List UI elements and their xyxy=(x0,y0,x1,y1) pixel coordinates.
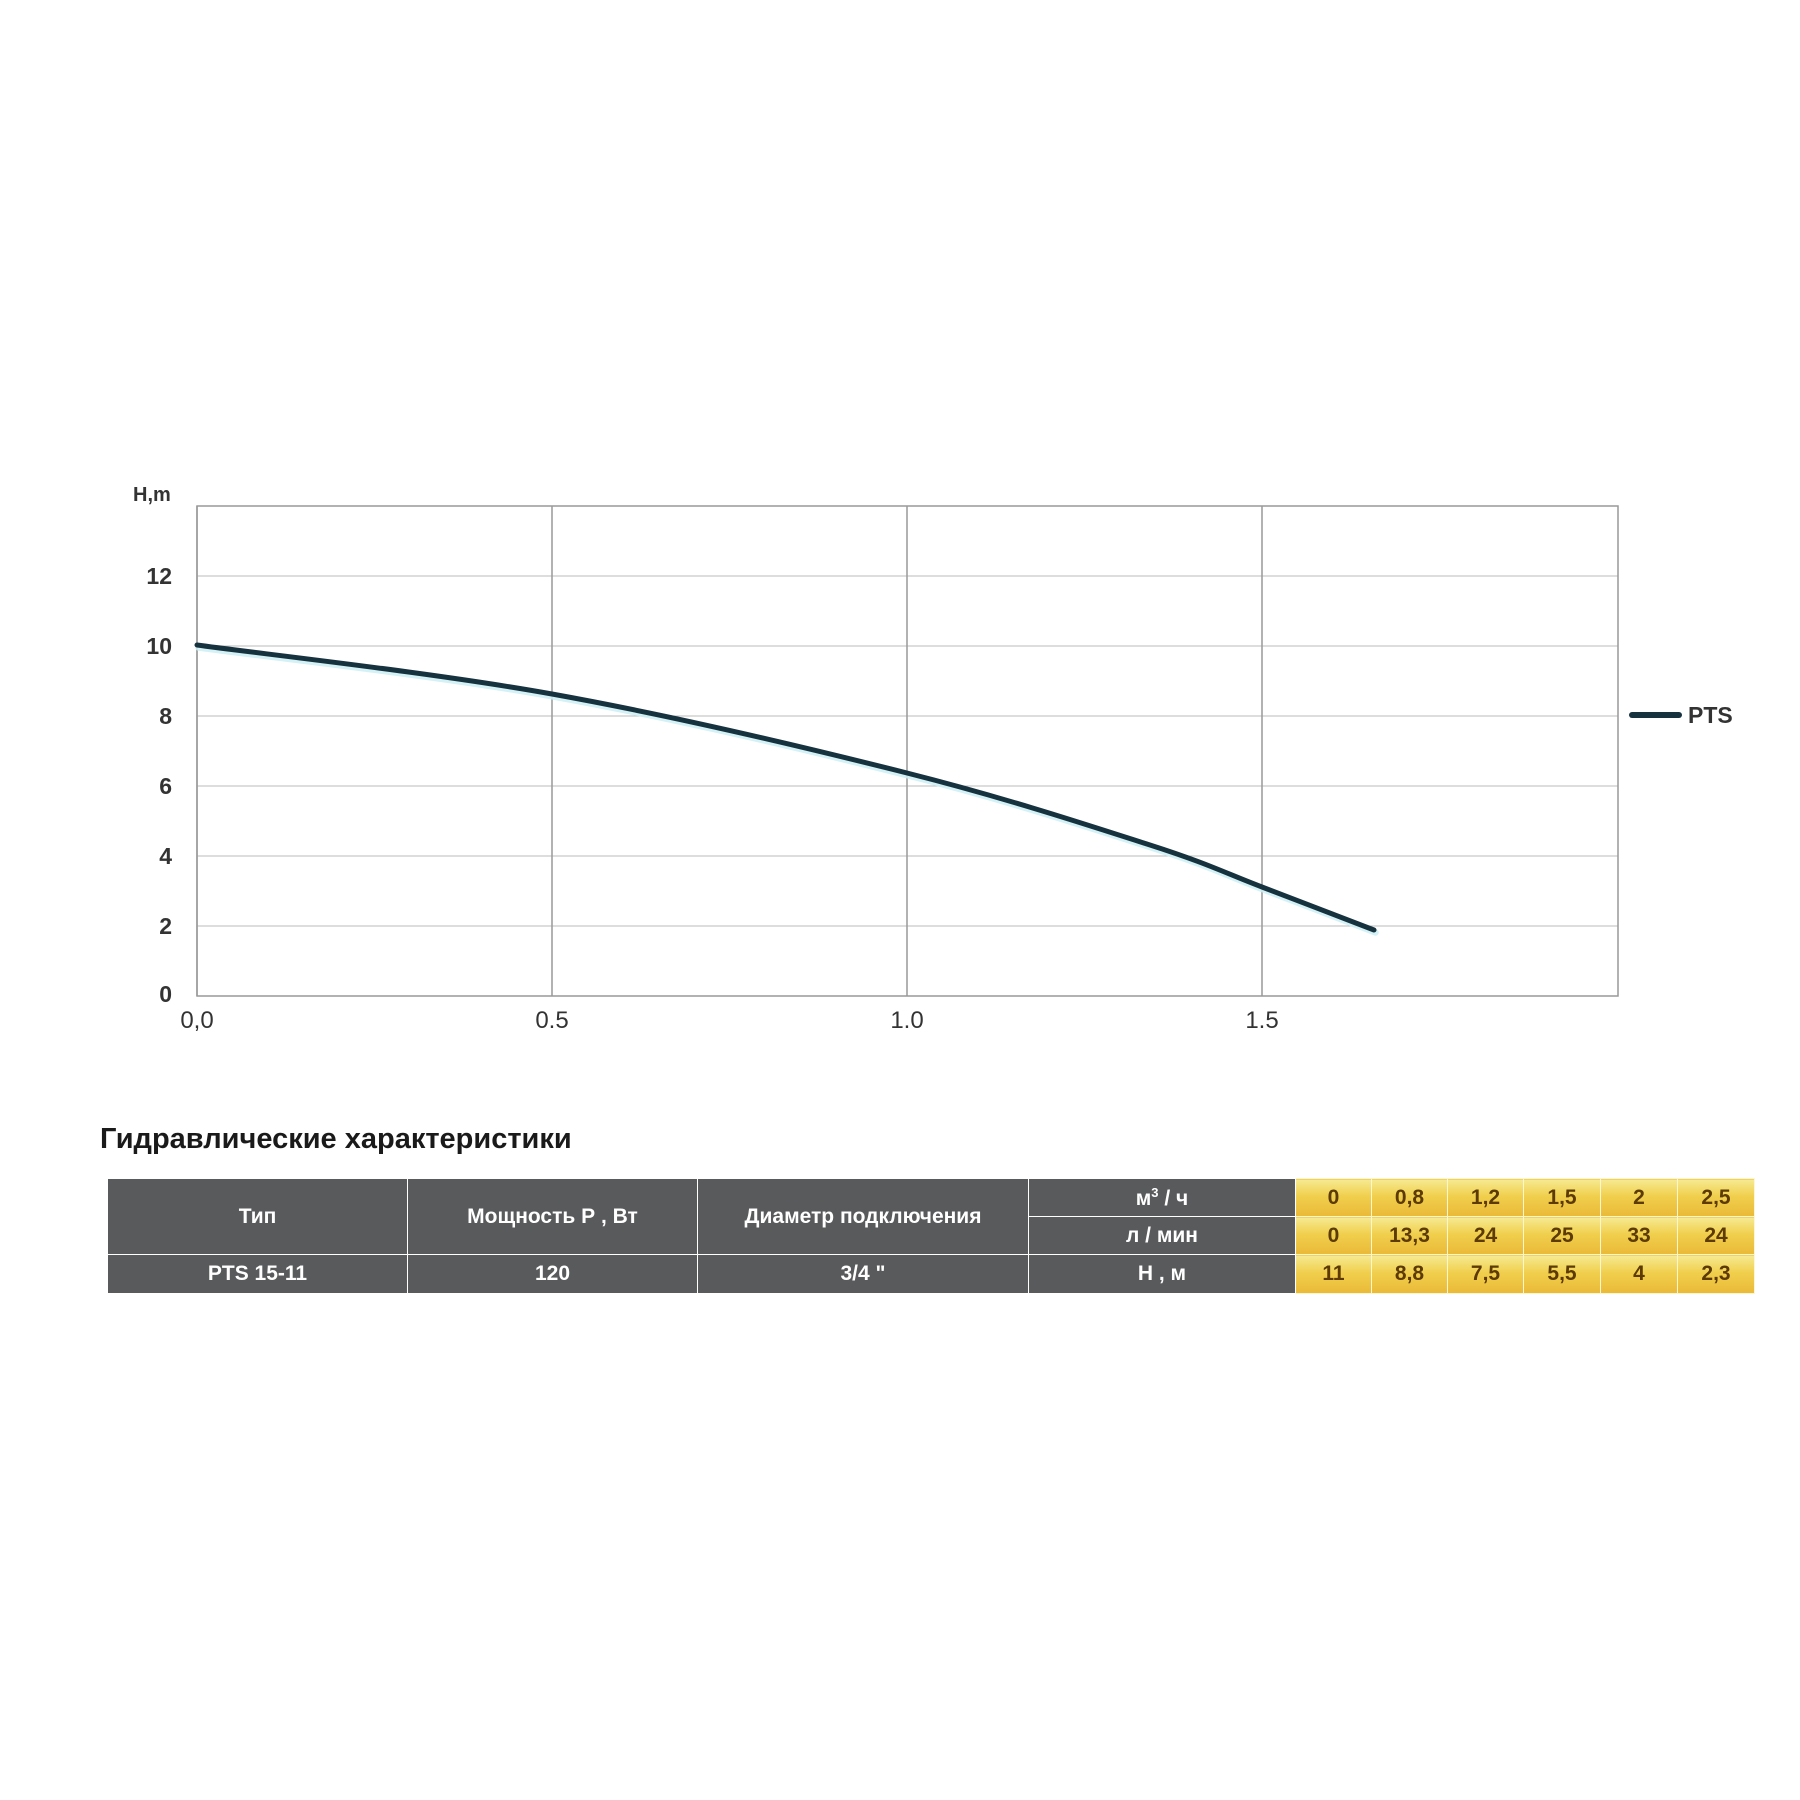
svg-text:12: 12 xyxy=(146,563,172,589)
svg-text:6: 6 xyxy=(159,773,172,799)
svg-text:1.5: 1.5 xyxy=(1245,1007,1278,1034)
svg-text:H,m: H,m xyxy=(133,484,171,506)
svg-text:0: 0 xyxy=(159,981,172,1007)
svg-text:8: 8 xyxy=(159,703,172,729)
svg-text:0,0: 0,0 xyxy=(180,1007,213,1034)
svg-text:1.0: 1.0 xyxy=(890,1007,923,1034)
svg-text:2: 2 xyxy=(159,913,172,939)
svg-text:10: 10 xyxy=(146,633,172,659)
svg-text:PTS: PTS xyxy=(1688,702,1733,728)
svg-text:0.5: 0.5 xyxy=(535,1007,568,1034)
svg-text:4: 4 xyxy=(159,843,172,869)
